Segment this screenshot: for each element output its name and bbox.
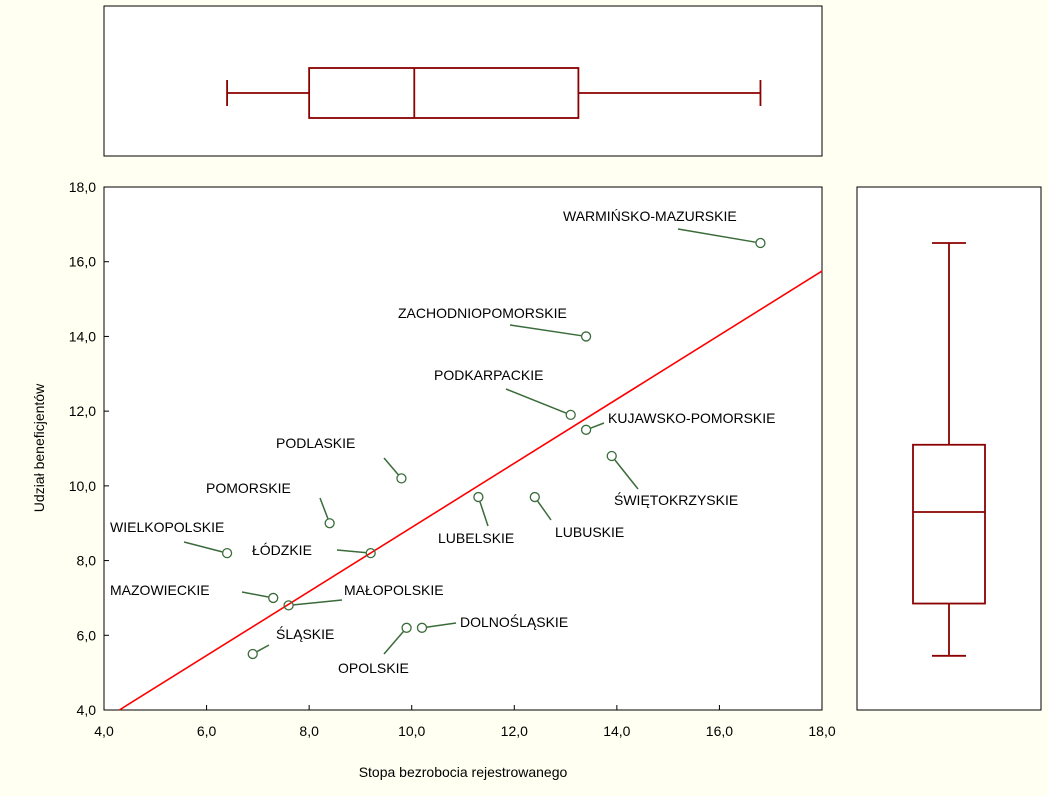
data-point [529,491,540,503]
y-tick-label: 10,0 [69,478,96,494]
data-point [283,600,294,611]
y-tick-label: 6,0 [77,627,97,643]
leader-line [336,549,366,554]
leader-line [383,631,404,655]
y-axis-ticks: 4,0 6,0 8,0 10,0 12,0 14,0 16,0 18,0 [69,179,109,718]
right-boxplot [912,242,986,657]
point-label: POMORSKIE [206,480,291,496]
x-axis-ticks: 4,0 6,0 8,0 10,0 12,0 14,0 16,0 18,0 [94,705,836,739]
x-tick-label: 14,0 [603,723,630,739]
point-label: ŚWIĘTOKRZYSKIE [614,491,738,508]
data-point [401,622,412,633]
data-point [580,424,592,435]
y-tick-label: 16,0 [69,254,96,270]
y-tick-label: 8,0 [77,553,97,569]
point-label: DOLNOŚLĄSKIE [460,613,568,630]
regression-line-group [118,270,823,711]
point-label: PODKARPACKIE [434,367,543,383]
data-point [606,450,617,462]
point-label: LUBUSKIE [555,524,624,540]
data-point [268,592,279,604]
x-tick-label: 18,0 [808,723,835,739]
leader-line [590,422,605,429]
leader-line [256,644,270,653]
point-label: OPOLSKIE [338,660,409,676]
data-point [580,331,592,342]
y-tick-label: 18,0 [69,179,96,195]
point-label: WARMIŃSKO-MAZURSKIE [563,208,737,224]
leader-line [426,622,457,628]
top-box [308,67,580,119]
label-leader-lines [183,228,756,655]
data-point [473,491,484,503]
x-tick-label: 12,0 [501,723,528,739]
y-axis-title: Udział beneficjentów [31,383,47,512]
leader-line [479,501,489,527]
data-points [221,237,766,660]
x-tick-label: 16,0 [706,723,733,739]
plot-area [103,186,823,711]
y-tick-label: 4,0 [77,702,97,718]
data-point [365,547,376,559]
data-point [396,473,407,484]
data-point [247,648,258,660]
point-label: KUJAWSKO-POMORSKIE [608,410,776,426]
point-label: LUBELSKIE [438,530,514,546]
right-box [912,443,986,605]
x-tick-label: 6,0 [197,723,217,739]
top-boxplot [226,67,762,119]
leader-line [614,459,639,490]
x-axis-title: Stopa bezrobocia rejestrowanego [359,764,568,780]
leader-line [509,324,582,337]
data-point [324,518,335,529]
x-tick-label: 8,0 [299,723,319,739]
point-label: MAZOWIECKIE [110,582,210,598]
x-tick-label: 4,0 [94,723,114,739]
point-label: WIELKOPOLSKIE [110,519,224,535]
point-label: PODLASKIE [276,435,355,451]
y-tick-label: 12,0 [69,403,96,419]
point-label: MAŁOPOLSKIE [344,582,444,598]
leader-line [183,541,223,553]
data-point [221,547,233,559]
point-label: ŁÓDZKIE [252,542,312,558]
point-label: ŚLĄSKIE [276,625,334,642]
data-point [416,622,428,633]
point-labels: WARMIŃSKO-MAZURSKIE ZACHODNIOPOMORSKIE POD… [110,208,776,676]
leader-line [293,599,343,606]
x-tick-label: 10,0 [398,723,425,739]
data-point [755,237,766,249]
leader-line [241,591,269,598]
data-point [565,409,576,421]
y-tick-label: 14,0 [69,328,96,344]
leader-line [383,457,399,476]
leader-line [319,497,329,519]
leader-line [537,500,552,521]
leader-line [677,228,756,243]
point-label: ZACHODNIOPOMORSKIE [398,305,567,321]
regression-line [118,270,823,711]
leader-line [505,388,567,414]
